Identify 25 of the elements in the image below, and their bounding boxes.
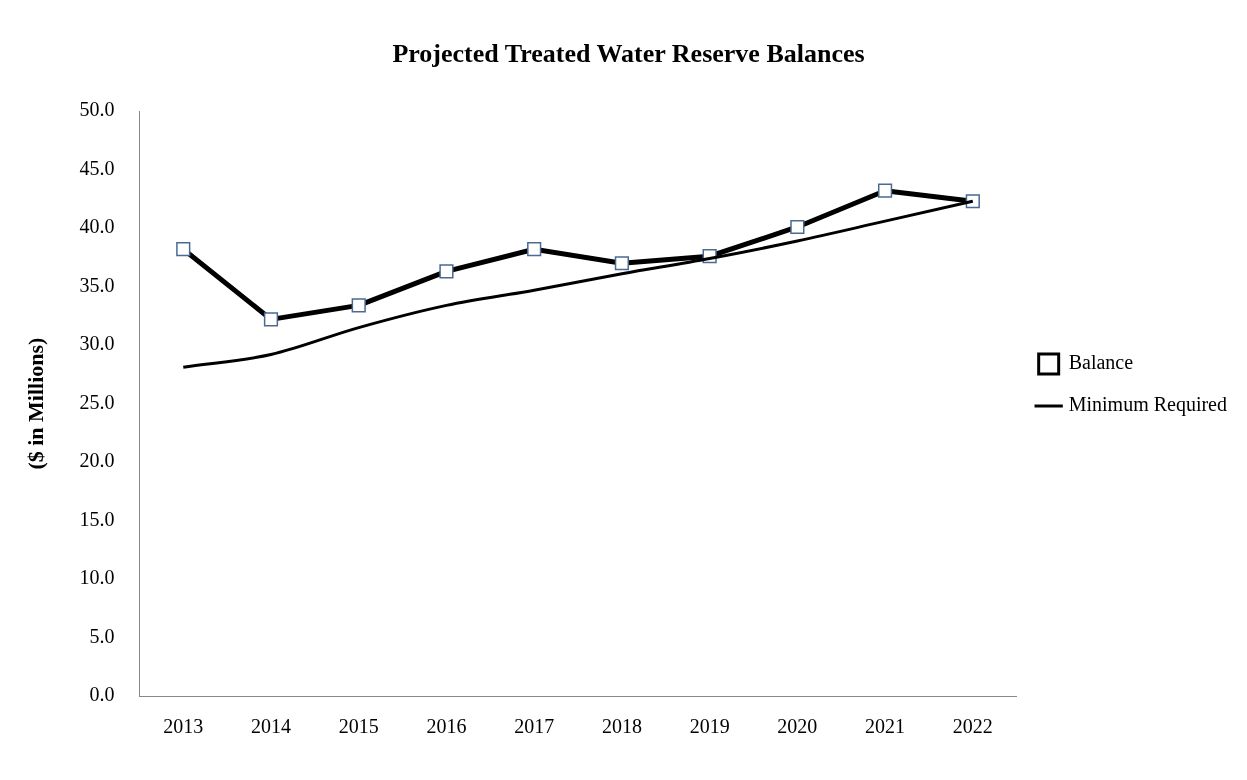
y-tick-label: 0.0 (89, 683, 115, 706)
legend-label: Minimum Required (1068, 393, 1228, 417)
y-tick-label: 50.0 (79, 98, 115, 121)
y-axis-title: ($ in Millions) (22, 337, 48, 470)
x-tick-label: 2015 (338, 715, 379, 738)
x-tick-label: 2022 (952, 715, 993, 738)
y-tick-label: 10.0 (79, 566, 115, 589)
x-tick-label: 2021 (865, 715, 906, 738)
y-tick-label: 5.0 (89, 624, 115, 647)
y-tick-label: 20.0 (79, 449, 115, 472)
x-tick-label: 2018 (601, 715, 642, 738)
y-tick-label: 25.0 (79, 390, 115, 413)
chart-title: Projected Treated Water Reserve Balances (392, 39, 865, 69)
x-tick-label: 2017 (514, 715, 555, 738)
x-tick-label: 2019 (689, 715, 730, 738)
x-tick-label: 2014 (250, 715, 291, 738)
x-tick-label: 2016 (426, 715, 467, 738)
y-tick-label: 30.0 (79, 332, 115, 355)
y-tick-label: 15.0 (79, 507, 115, 530)
y-tick-label: 45.0 (79, 156, 115, 179)
x-tick-label: 2013 (163, 715, 204, 738)
legend-label: Balance (1068, 351, 1134, 374)
x-tick-label: 2020 (777, 715, 818, 738)
y-tick-label: 40.0 (79, 215, 115, 238)
y-tick-label: 35.0 (79, 273, 115, 296)
